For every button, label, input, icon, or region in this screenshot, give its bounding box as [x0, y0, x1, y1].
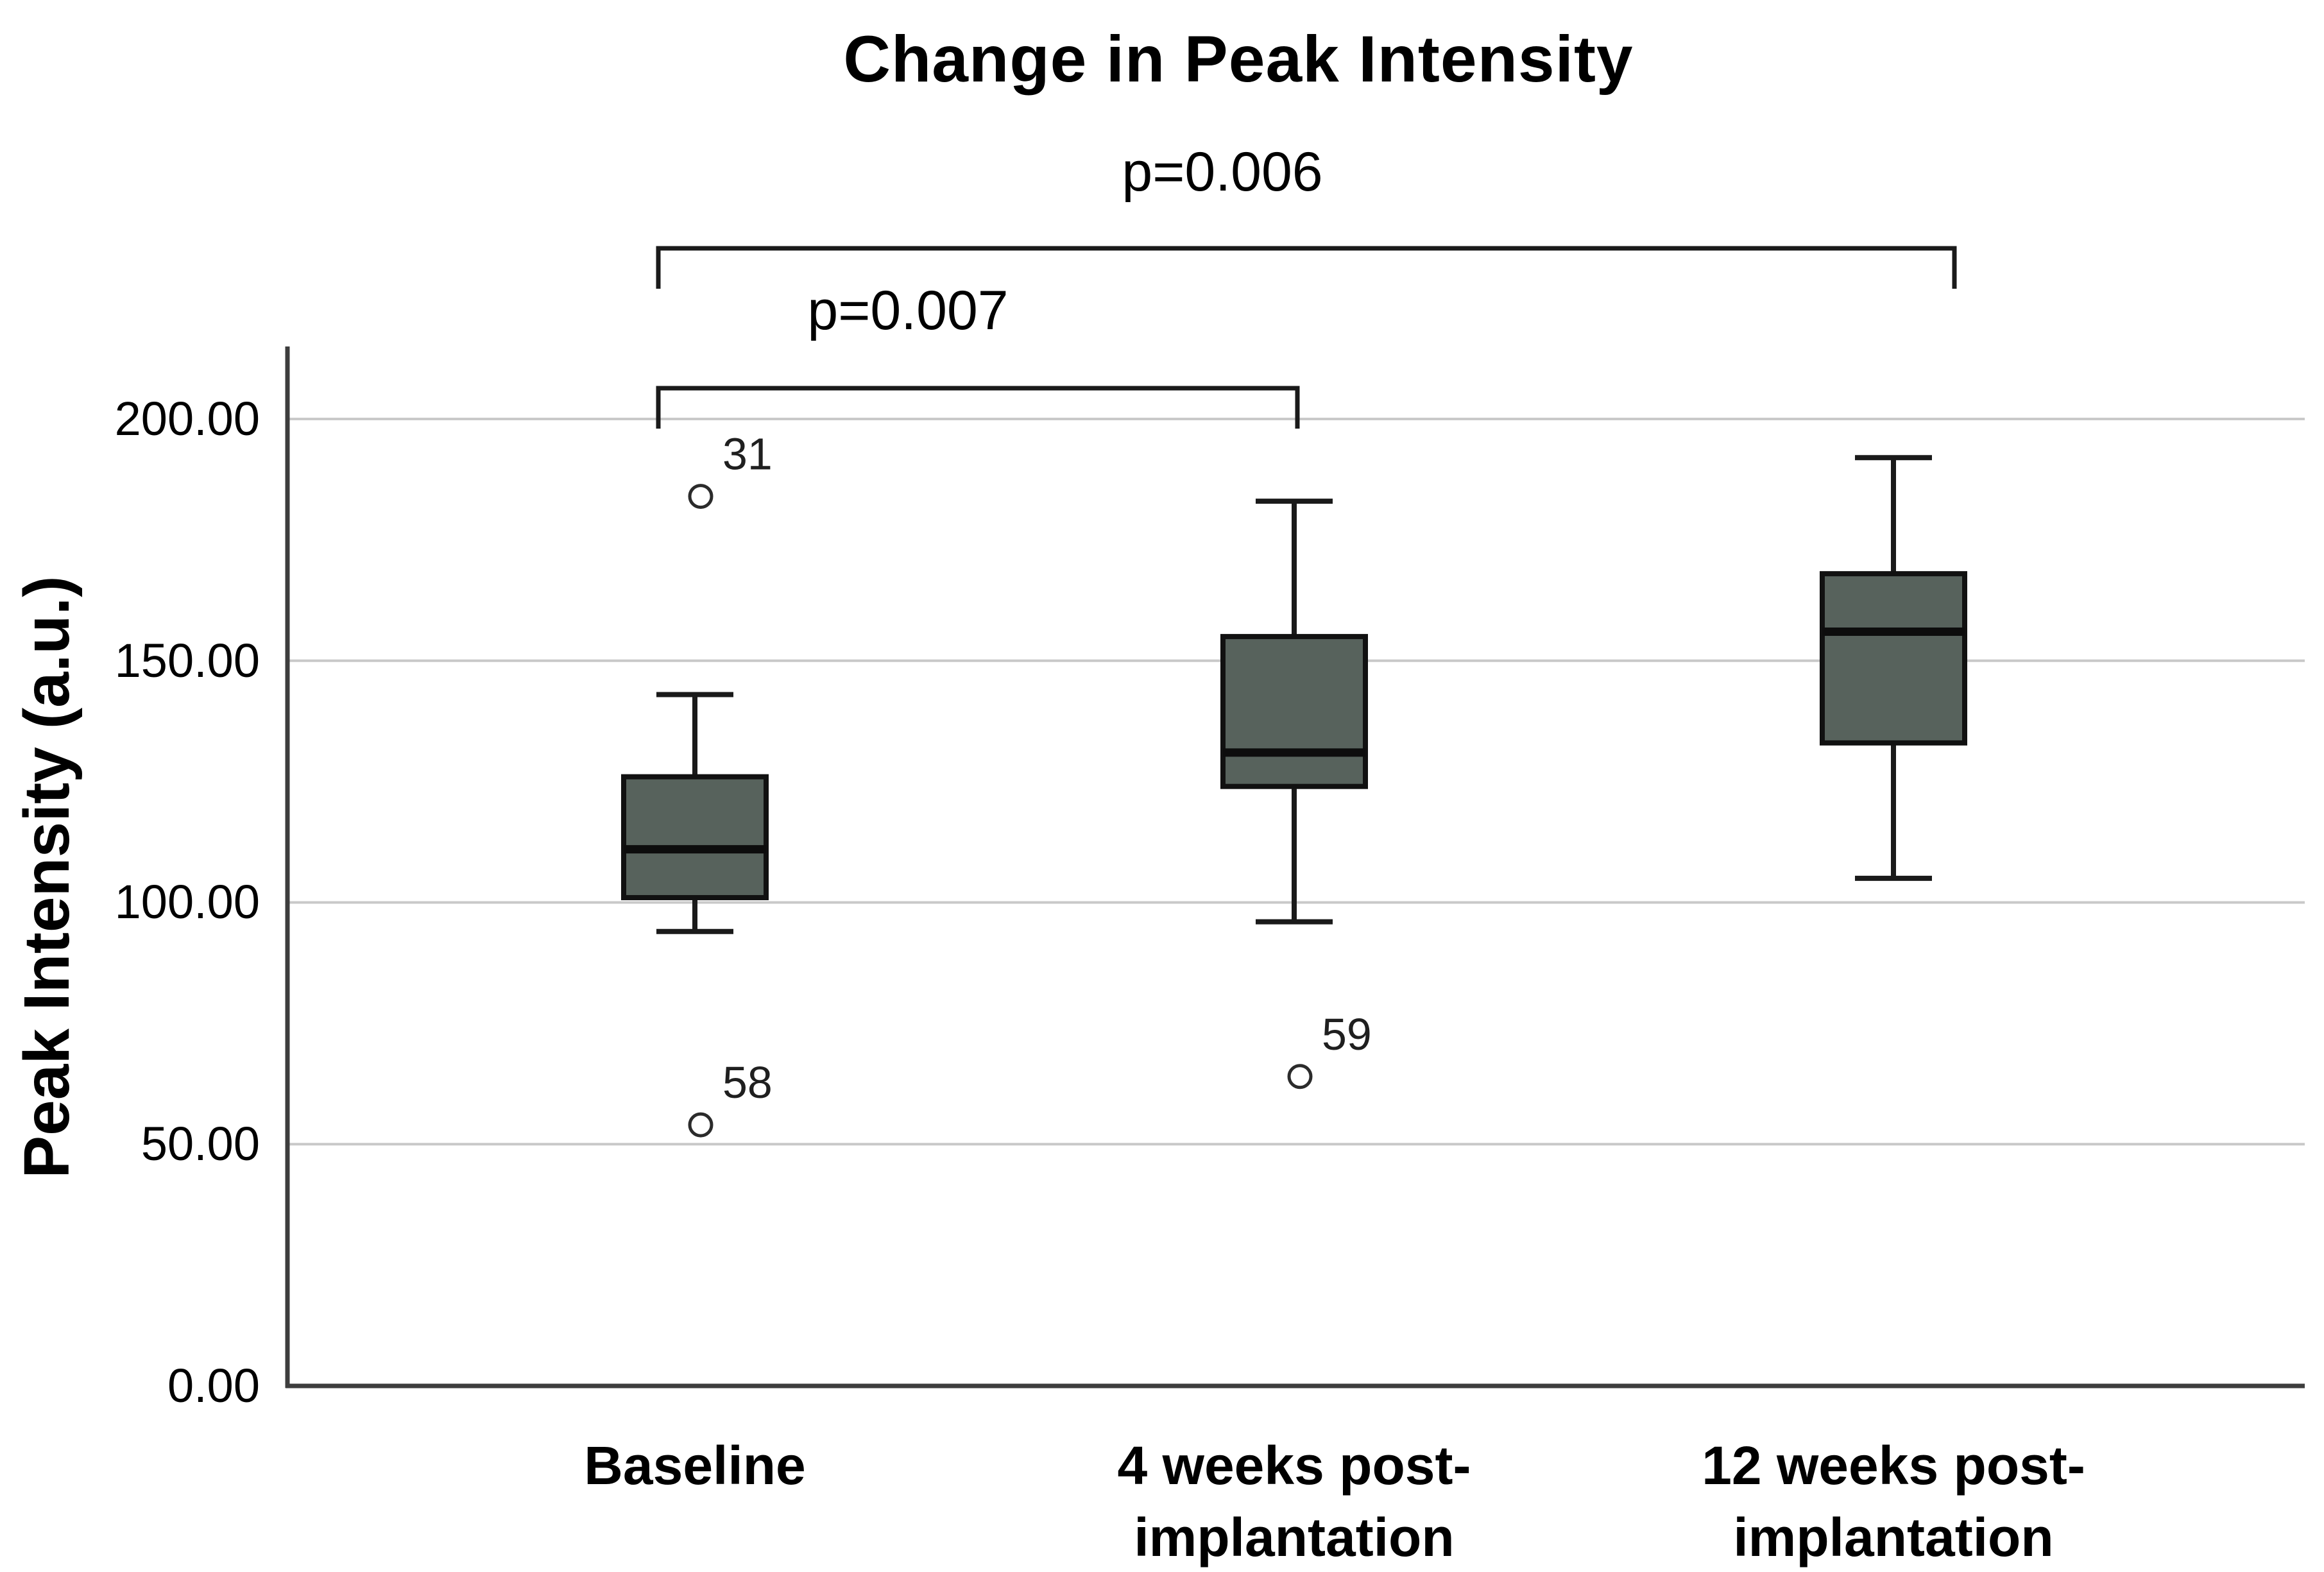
outlier-point-59 — [1287, 1064, 1313, 1089]
significance-bracket-0007 — [656, 386, 1300, 429]
y-tick-label-0: 0.00 — [167, 1359, 260, 1412]
outlier-point-58 — [688, 1112, 713, 1138]
x-category-label-4-weeks: 4 weeks post- implantation — [1005, 1430, 1583, 1572]
y-tick-label-100: 100.00 — [114, 875, 260, 928]
y-tick-label-150: 150.00 — [114, 634, 260, 687]
iqr-box-0 — [621, 774, 769, 900]
significance-label-p006: p=0.006 — [1122, 141, 1323, 203]
x-category-label-line: Baseline — [584, 1435, 806, 1496]
iqr-box-2 — [1820, 571, 1967, 746]
significance-bracket-0006 — [656, 246, 1957, 289]
iqr-box-1 — [1220, 634, 1368, 789]
significance-label-p007: p=0.007 — [807, 280, 1009, 341]
x-category-label-line: implantation — [1134, 1507, 1455, 1568]
x-category-label-line: 4 weeks post- — [1117, 1435, 1471, 1496]
outlier-point-31 — [688, 484, 713, 509]
outlier-label-59: 59 — [1322, 1009, 1372, 1059]
y-tick-label-200: 200.00 — [114, 392, 260, 445]
x-category-label-12-weeks: 12 weeks post- implantation — [1605, 1430, 2182, 1572]
outlier-label-58: 58 — [722, 1057, 773, 1107]
x-category-label-line: 12 weeks post- — [1702, 1435, 2085, 1496]
x-category-label-baseline: Baseline — [406, 1430, 984, 1501]
y-tick-label-50: 50.00 — [141, 1117, 260, 1170]
x-category-label-line: implantation — [1733, 1507, 2054, 1568]
outlier-label-31: 31 — [722, 429, 773, 479]
chart-title: Change in Peak Intensity — [843, 22, 1634, 96]
